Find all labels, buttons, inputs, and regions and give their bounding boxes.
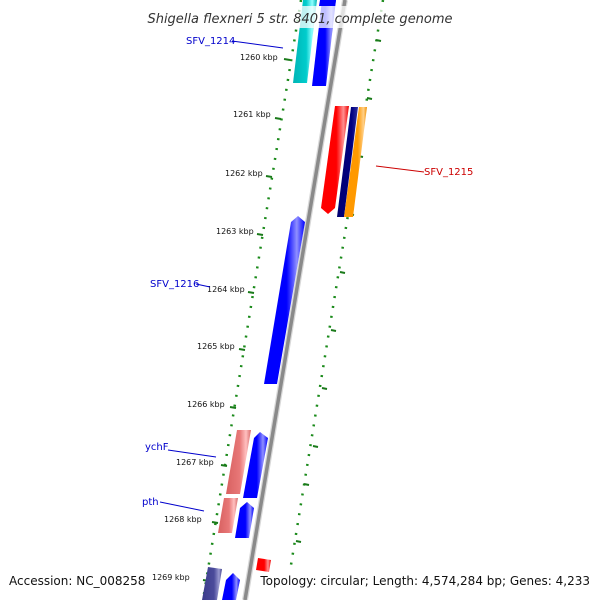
genome-backbone-core — [243, 0, 347, 600]
gene-label-ychf[interactable]: ychF — [145, 442, 169, 453]
tick-mark-1262 — [265, 175, 273, 178]
cds-sfv-1215-navy[interactable] — [337, 107, 358, 217]
cds-ychf-blue[interactable] — [243, 432, 268, 498]
tick-label-1268: 1268 kbp — [164, 515, 202, 524]
cds-bottom-blue[interactable] — [222, 573, 240, 600]
cds-sfv-1215-red[interactable] — [321, 106, 349, 214]
gene-label-sfv-1214[interactable]: SFV_1214 — [186, 36, 235, 47]
tick-mark-1263 — [256, 233, 264, 236]
scale-tick-labels: 1260 kbp 1261 kbp 1262 kbp 1263 kbp 1264… — [152, 53, 278, 582]
tick-label-1266: 1266 kbp — [187, 400, 225, 409]
tick-label-1269: 1269 kbp — [152, 573, 190, 582]
accession-label: Accession: NC_008258 — [8, 574, 147, 588]
gc-track-outer-right — [289, 0, 385, 566]
cds-top-fragment[interactable] — [319, 0, 336, 6]
leader-sfv-1214 — [231, 40, 284, 49]
gene-features — [202, 0, 367, 600]
tick-label-1267: 1267 kbp — [176, 458, 214, 467]
tick-label-1265: 1265 kbp — [197, 342, 235, 351]
cds-bottom-slate[interactable] — [202, 567, 222, 600]
topology-summary: Topology: circular; Length: 4,574,284 bp… — [259, 574, 591, 588]
leader-pth — [159, 501, 205, 512]
tick-label-1264: 1264 kbp — [207, 285, 245, 294]
leader-ychf — [167, 449, 217, 458]
tick-mark-1268 — [211, 521, 219, 524]
gc-track-outer-left — [201, 0, 303, 600]
leader-sfv-1216 — [195, 283, 211, 288]
tick-label-1261: 1261 kbp — [233, 110, 271, 119]
tick-mark-1265 — [238, 348, 246, 351]
tick-mark-1264 — [247, 291, 255, 294]
leader-sfv-1215 — [375, 165, 425, 173]
genome-title: Shigella flexneri 5 str. 8401, complete … — [147, 12, 452, 27]
cds-sfv-1216[interactable] — [264, 216, 305, 384]
gene-label-pth[interactable]: pth — [142, 497, 159, 508]
cds-ychf-salmon[interactable] — [226, 430, 251, 494]
tick-label-1262: 1262 kbp — [225, 169, 263, 178]
tick-mark-1267 — [220, 464, 228, 467]
gene-labels: SFV_1214 SFV_1215 SFV_1216 ychF pth — [142, 36, 473, 512]
gene-label-sfv-1215[interactable]: SFV_1215 — [424, 167, 473, 178]
title-backdrop — [136, 6, 466, 28]
tick-label-1263: 1263 kbp — [216, 227, 254, 236]
tick-mark-1261 — [274, 117, 282, 120]
cds-pth-salmon[interactable] — [218, 498, 238, 533]
tick-mark-1266 — [229, 406, 237, 409]
cds-pth-blue[interactable] — [235, 502, 254, 538]
cds-small-red[interactable] — [256, 558, 271, 572]
tick-label-1260: 1260 kbp — [240, 53, 278, 62]
cds-sfv-1215-orange[interactable] — [344, 107, 367, 217]
gene-label-sfv-1216[interactable]: SFV_1216 — [150, 279, 199, 290]
tick-mark-1260 — [283, 58, 291, 61]
